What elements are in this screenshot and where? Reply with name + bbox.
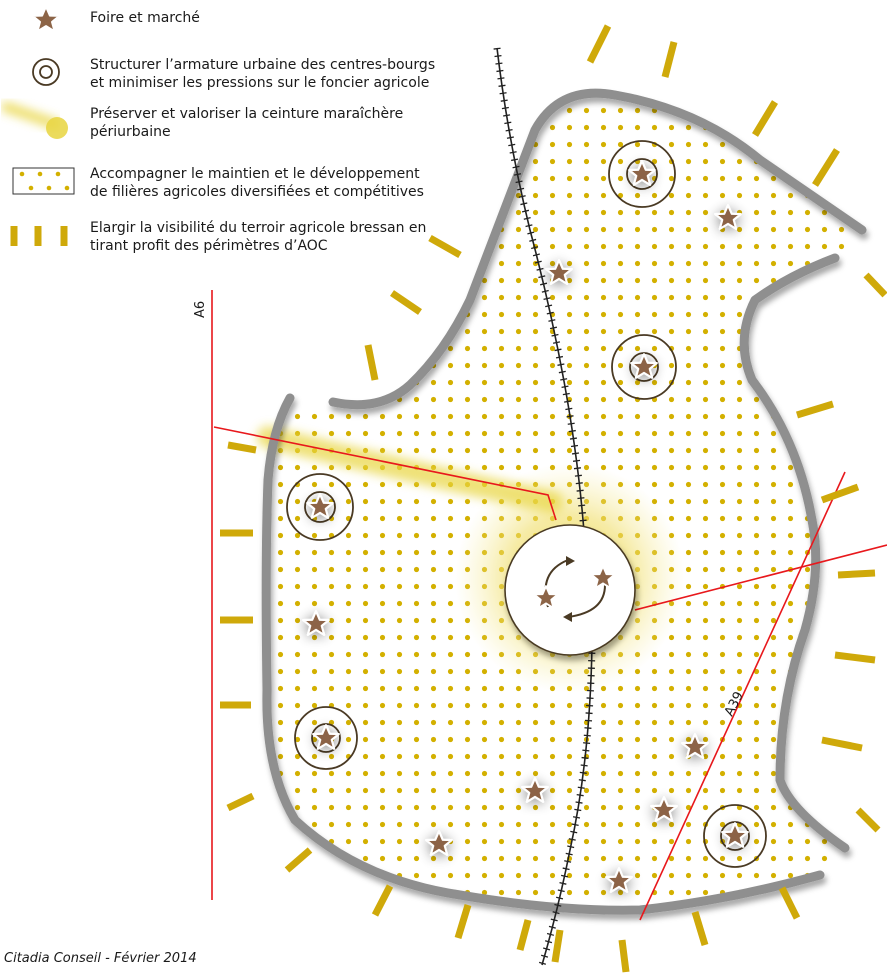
motorways [211,290,887,921]
dot-pattern-icon [12,167,75,195]
aoc-perimeter-marks [220,24,887,973]
legend-label-market-garden-belt: Préserver et valoriser la ceinture maraî… [90,106,404,140]
railway [493,47,596,966]
legend-icons [1,5,75,246]
link-road-east [634,544,887,611]
legend-label-fair-market: Foire et marché [90,10,200,26]
concentric-ring-icon [286,473,354,541]
a39-road [639,471,846,921]
concentric-ring-icon [294,706,358,770]
central-town [504,524,636,656]
concentric-ring-icon [703,804,767,868]
legend-label-agricultural-sectors: Accompagner le maintien et le développem… [90,166,424,200]
concentric-ring-icon [32,58,60,86]
credit-text: Citadia Conseil - Février 2014 [4,951,197,966]
a6-label: A6 [193,300,208,318]
territory-boundary [261,88,867,915]
belt-stroke-icon [1,102,68,139]
concentric-ring-icon [608,140,676,208]
link-road-west [213,426,557,521]
legend-label-aoc-visibility: Elargir la visibilité du terroir agricol… [90,220,427,254]
urban-centres [286,140,767,868]
star-icon [31,5,61,33]
concentric-ring-icon [611,334,677,400]
dash-marks-icon [10,226,68,246]
legend-label-urban-structure: Structurer l’armature urbaine des centre… [90,57,436,91]
